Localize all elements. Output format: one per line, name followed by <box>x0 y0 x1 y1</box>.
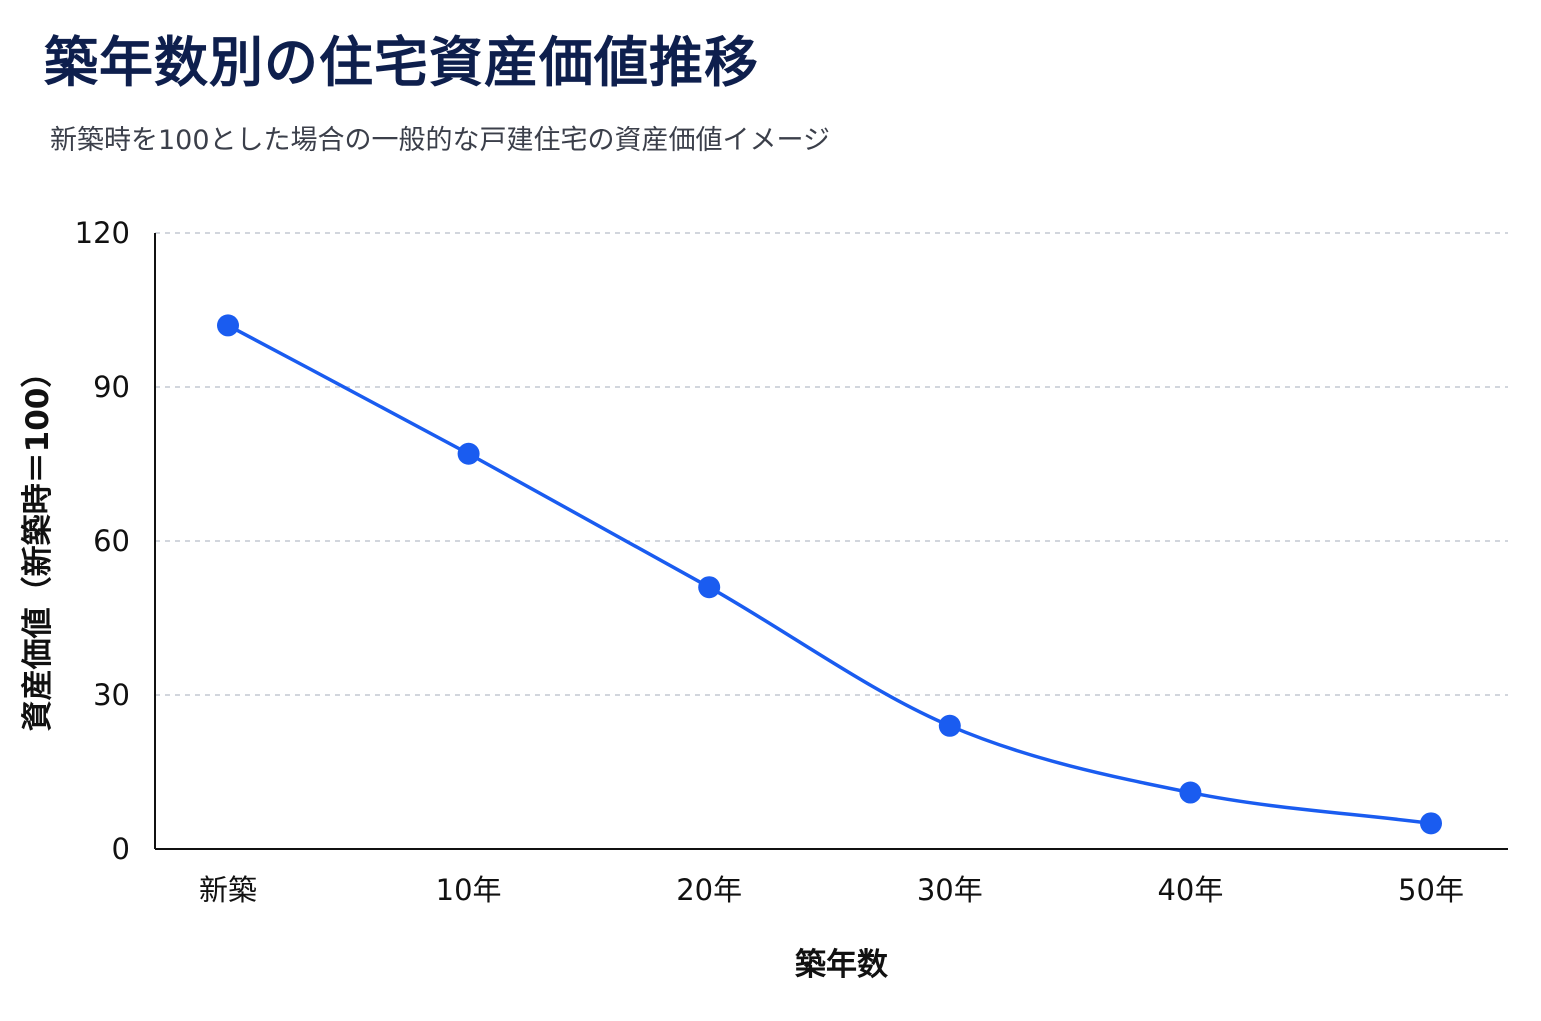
y-tick-label: 90 <box>93 370 130 404</box>
x-tick-label: 40年 <box>1157 873 1223 907</box>
series-line <box>226 323 1433 826</box>
data-point <box>217 314 239 337</box>
x-tick-label: 新築 <box>199 873 257 907</box>
x-tick-label: 20年 <box>676 873 742 907</box>
grid-lines <box>155 232 1508 696</box>
chart-title: 築年数別の住宅資産価値推移 <box>44 31 759 94</box>
series-layer <box>217 314 1442 835</box>
x-tick-labels: 新築 10年 20年 30年 40年 50年 <box>199 873 1464 907</box>
x-tick-label: 10年 <box>436 873 502 907</box>
y-tick-label: 60 <box>93 524 130 558</box>
x-tick-label: 50年 <box>1398 873 1464 907</box>
y-axis-title: 資産価値（新築時＝100） <box>20 357 56 732</box>
y-tick-label: 0 <box>112 832 130 866</box>
x-axis-title: 築年数 <box>795 947 888 983</box>
data-point <box>938 714 961 737</box>
y-tick-label: 30 <box>93 678 130 712</box>
data-point <box>457 442 480 465</box>
x-tick-label: 30年 <box>917 873 983 907</box>
axes <box>154 233 1508 850</box>
data-point <box>1420 812 1442 835</box>
y-tick-labels: 0 30 60 90 120 <box>75 216 130 866</box>
data-point <box>1179 781 1202 804</box>
chart-subtitle: 新築時を100とした場合の一般的な戸建住宅の資産価値イメージ <box>50 125 830 156</box>
data-point <box>698 576 721 599</box>
y-tick-label: 120 <box>75 216 130 250</box>
